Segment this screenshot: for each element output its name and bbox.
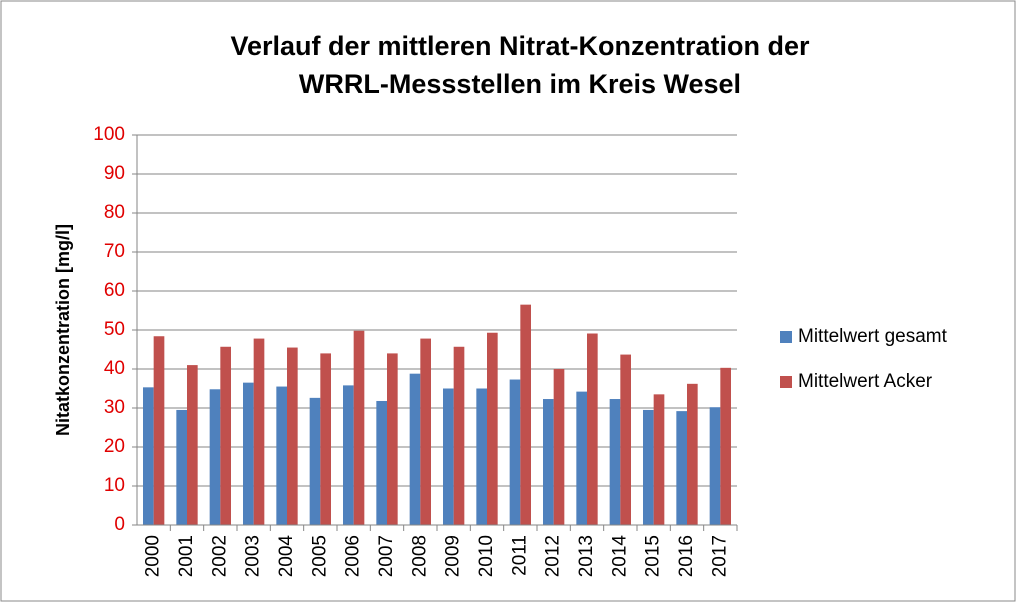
y-tick-label: 30 xyxy=(104,397,125,418)
y-tick-label: 90 xyxy=(104,163,125,184)
bar xyxy=(676,411,687,525)
y-tick-label: 0 xyxy=(114,514,125,535)
x-tick-label: 2000 xyxy=(143,535,164,577)
x-tick-label: 2013 xyxy=(576,535,597,577)
bar xyxy=(553,369,565,525)
chart-title: WRRL-Messstellen im Kreis Wesel xyxy=(299,69,741,99)
y-tick-label: 80 xyxy=(104,202,125,223)
bar xyxy=(353,330,365,525)
bar xyxy=(720,367,731,525)
bar xyxy=(209,389,221,525)
x-tick-label: 2017 xyxy=(709,535,730,577)
legend-swatch xyxy=(780,376,792,388)
bar xyxy=(587,333,598,525)
x-tick-label: 2004 xyxy=(276,535,297,578)
x-tick-label: 2016 xyxy=(676,535,697,577)
x-tick-label: 2012 xyxy=(543,535,564,577)
legend-label: Mittelwert Acker xyxy=(798,371,933,392)
bar xyxy=(320,353,331,525)
x-tick-label: 2015 xyxy=(643,535,664,577)
bar xyxy=(220,346,231,525)
bar xyxy=(709,407,721,525)
y-tick-label: 100 xyxy=(93,124,125,145)
x-tick-label: 2008 xyxy=(409,535,430,577)
bar xyxy=(409,373,421,525)
bar xyxy=(543,399,554,525)
bar xyxy=(453,346,465,525)
bar xyxy=(487,332,498,525)
bar xyxy=(509,379,521,525)
bar xyxy=(620,354,631,525)
bar xyxy=(276,386,287,525)
bar xyxy=(243,382,254,525)
bar xyxy=(176,409,187,525)
y-tick-label: 70 xyxy=(104,241,125,262)
bar xyxy=(520,304,531,525)
legend-label: Mittelwert gesamt xyxy=(798,326,948,347)
bar xyxy=(287,347,298,525)
x-tick-label: 2014 xyxy=(609,535,630,578)
x-tick-label: 2006 xyxy=(343,535,364,577)
chart-title: Verlauf der mittleren Nitrat-Konzentrati… xyxy=(230,31,810,61)
y-tick-label: 50 xyxy=(104,319,125,340)
x-tick-label: 2009 xyxy=(443,535,464,577)
bar xyxy=(643,409,654,525)
y-axis-label: Nitatkonzentration [mg/l] xyxy=(53,224,73,436)
x-tick-label: 2003 xyxy=(243,535,264,577)
bar xyxy=(609,399,621,525)
bar xyxy=(309,397,321,525)
bar xyxy=(153,336,165,525)
y-tick-label: 40 xyxy=(104,358,125,379)
bar xyxy=(187,365,198,525)
x-tick-label: 2001 xyxy=(176,535,197,577)
y-tick-label: 60 xyxy=(104,280,125,301)
y-tick-label: 10 xyxy=(104,475,125,496)
bar xyxy=(476,388,487,525)
bar xyxy=(343,385,354,525)
bar xyxy=(443,388,454,525)
bar xyxy=(653,394,665,525)
bar xyxy=(387,353,398,525)
x-tick-label: 2002 xyxy=(209,535,230,577)
bar xyxy=(143,387,154,525)
bar xyxy=(687,383,698,525)
x-tick-label: 2005 xyxy=(309,535,330,577)
bar xyxy=(253,338,265,525)
legend-swatch xyxy=(780,331,792,343)
y-tick-label: 20 xyxy=(104,436,125,457)
x-tick-label: 2011 xyxy=(509,535,530,576)
x-tick-label: 2007 xyxy=(376,535,397,577)
x-tick-label: 2010 xyxy=(476,535,497,577)
bar xyxy=(376,400,387,525)
bar xyxy=(420,338,431,525)
bar xyxy=(576,391,587,525)
